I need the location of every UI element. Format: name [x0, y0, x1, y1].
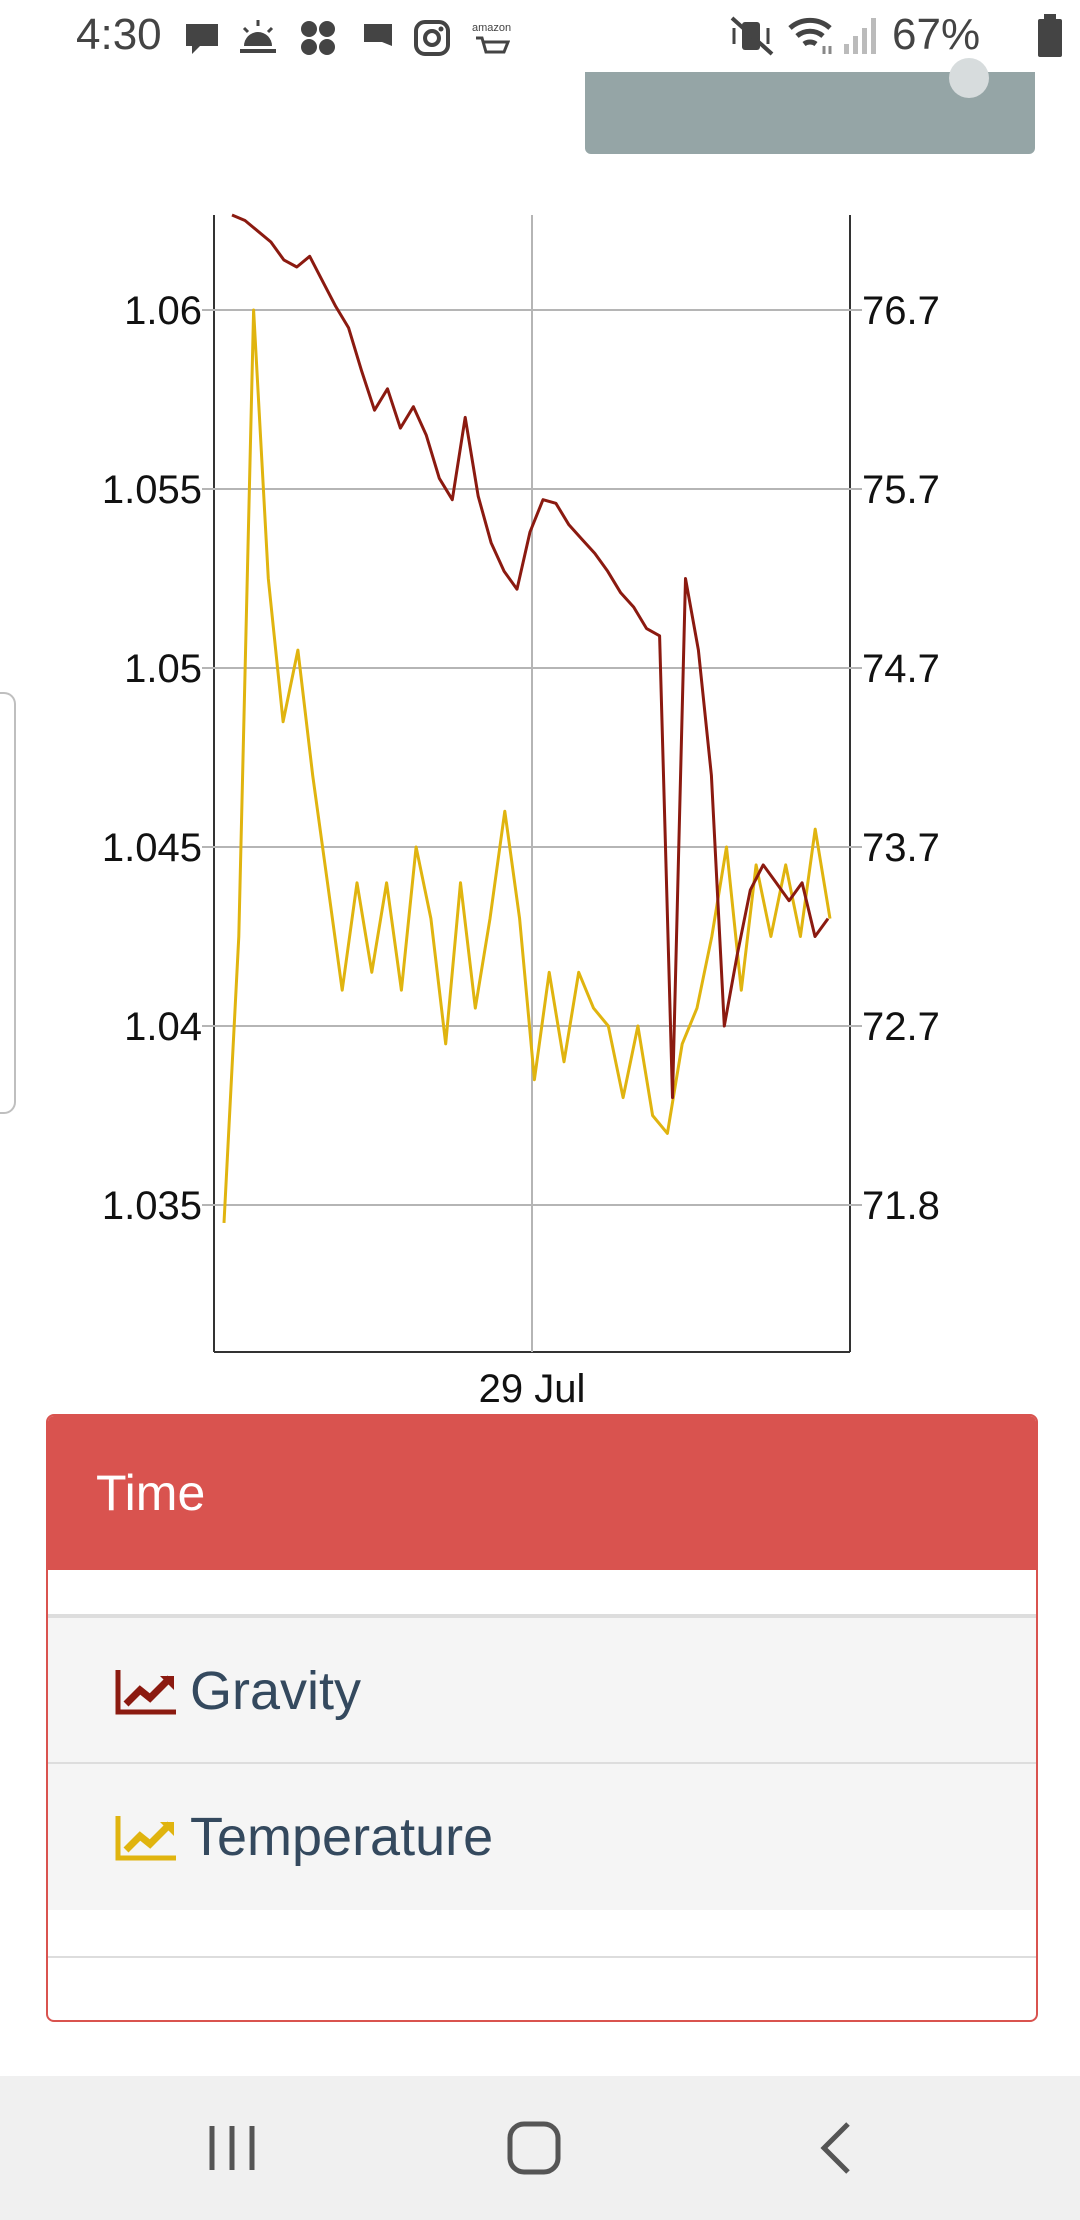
navigation-bar [0, 2076, 1080, 2220]
recent-apps-icon[interactable] [192, 2116, 272, 2180]
right-tick-label: 74.7 [862, 647, 940, 691]
right-axis-ticks: 76.7 75.7 74.7 73.7 72.7 71.8 [862, 289, 940, 1228]
x-axis-ticks: 29 Jul [479, 1367, 586, 1410]
legend-item-temperature[interactable]: Temperature [48, 1762, 1036, 1910]
chart: 1.06 1.055 1.05 1.045 1.04 1.035 76.7 75.7 74.7… [0, 200, 1080, 1410]
signal-icon [844, 18, 876, 54]
left-axis-ticks: 1.06 1.055 1.05 1.045 1.04 1.035 [102, 289, 202, 1228]
x-tick-label: 29 Jul [479, 1367, 586, 1410]
legend-item-label: Gravity [190, 1661, 362, 1721]
message-icon [186, 24, 218, 54]
system-status: 67% [700, 0, 1080, 72]
series-line-temperature [222, 308, 832, 1223]
left-tick-label: 1.035 [102, 1184, 202, 1228]
left-tick-label: 1.045 [102, 826, 202, 870]
legend-panel: Time Gravity Temperature [46, 1414, 1038, 2022]
legend-item-gravity[interactable]: Gravity [48, 1616, 1036, 1764]
right-tick-label: 75.7 [862, 468, 940, 512]
left-tick-label: 1.055 [102, 468, 202, 512]
mute-vibrate-icon [730, 16, 774, 56]
legend-title: Time [96, 1465, 206, 1521]
close-icon[interactable] [949, 58, 989, 98]
edge-panel-handle[interactable] [0, 692, 16, 1114]
right-tick-label: 71.8 [862, 1184, 940, 1228]
left-tick-label: 1.05 [124, 647, 202, 691]
legend-item-label: Temperature [190, 1807, 494, 1867]
right-tick-label: 76.7 [862, 289, 940, 333]
grid-lines [202, 215, 862, 1353]
home-icon[interactable] [494, 2116, 574, 2180]
flag-icon [364, 24, 392, 46]
right-tick-label: 73.7 [862, 826, 940, 870]
series-lines [222, 213, 832, 1223]
left-tick-label: 1.06 [124, 289, 202, 333]
instagram-icon [414, 20, 450, 56]
line-chart-icon [115, 1670, 176, 1715]
amazon-label: amazon [472, 22, 512, 34]
status-bar: 4:30 amazon [0, 0, 1080, 72]
divider [48, 1614, 1036, 1616]
line-chart-icon [115, 1816, 176, 1861]
legend-header: Time [48, 1416, 1036, 1570]
series-line-gravity [231, 213, 830, 1100]
status-time: 4:30 [76, 10, 162, 59]
back-icon[interactable] [796, 2116, 876, 2180]
chart-svg: 1.06 1.055 1.05 1.045 1.04 1.035 76.7 75.7 74.7… [102, 213, 940, 1410]
battery-icon [1038, 14, 1062, 57]
right-tick-label: 72.7 [862, 1005, 940, 1049]
toast-banner[interactable] [585, 58, 1035, 154]
left-tick-label: 1.04 [124, 1005, 202, 1049]
divider [48, 1956, 1036, 1958]
amazon-cart-icon [476, 36, 510, 54]
wifi-icon [788, 17, 832, 54]
weather-sunrise-icon [240, 20, 276, 53]
app-icon [301, 21, 335, 55]
battery-percentage: 67% [892, 10, 981, 59]
